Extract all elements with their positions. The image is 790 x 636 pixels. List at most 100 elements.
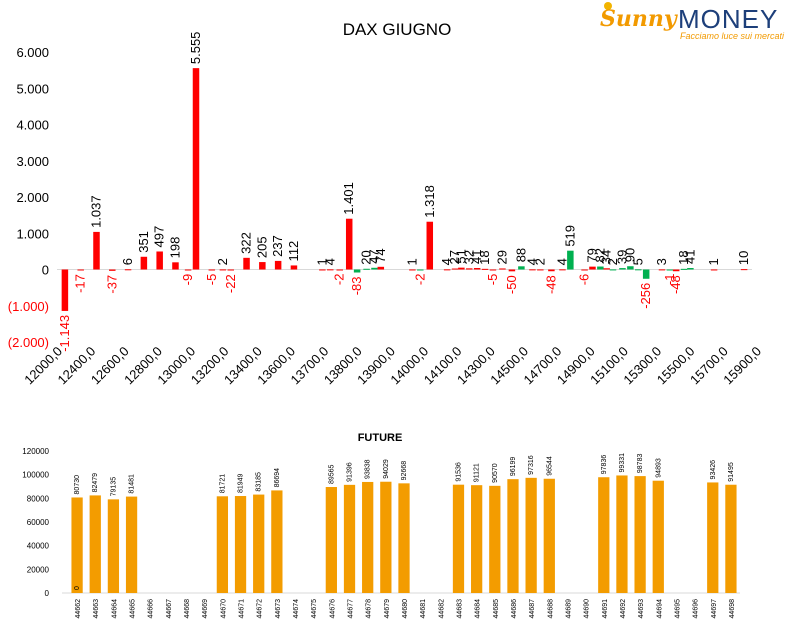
- y-tick-label: 2.000: [16, 190, 49, 205]
- data-label: 322: [239, 232, 254, 254]
- data-label: 5.555: [188, 32, 203, 65]
- bar: [466, 268, 473, 270]
- x-tick-label: 44683: [456, 599, 463, 619]
- bar: [343, 484, 356, 593]
- x-tick-label: 44676: [329, 599, 336, 619]
- bar: [740, 269, 748, 271]
- x-tick-label: 44673: [275, 599, 282, 619]
- data-label: -48: [668, 275, 683, 294]
- x-tick-label: 44662: [75, 599, 82, 619]
- data-label: 86694: [274, 468, 281, 488]
- bar: [489, 485, 501, 593]
- data-label: 79: [584, 248, 599, 262]
- bar: [537, 269, 544, 271]
- data-label: 32: [461, 250, 476, 264]
- data-label: -1: [662, 274, 677, 286]
- data-label: 198: [167, 237, 182, 259]
- y-tick-label: 4.000: [16, 118, 49, 133]
- x-tick-label: 44689: [565, 599, 572, 619]
- y-tick-label: 3.000: [16, 154, 49, 169]
- bar: [548, 269, 555, 272]
- bar: [227, 269, 234, 271]
- bar: [398, 483, 410, 593]
- x-tick-label: 44679: [384, 599, 391, 619]
- data-label: 5: [630, 258, 645, 265]
- bar: [172, 262, 179, 270]
- bar: [125, 496, 138, 593]
- bar: [93, 231, 100, 270]
- data-label: 98783: [637, 454, 644, 474]
- data-label: 351: [136, 231, 151, 253]
- y-tick-label: 5.000: [16, 81, 49, 96]
- data-label: -48: [543, 275, 558, 294]
- bar: [363, 268, 370, 270]
- sun-icon: [604, 2, 612, 10]
- data-label: 4: [554, 258, 569, 265]
- data-label: 83185: [256, 472, 263, 492]
- data-label: 51: [453, 249, 468, 263]
- data-label: 89565: [328, 464, 335, 484]
- bar: [481, 268, 489, 270]
- data-label: 1: [404, 258, 419, 265]
- data-label: 91536: [455, 462, 462, 482]
- bar: [219, 269, 227, 271]
- logo-brand-sunny: Sunny: [600, 6, 677, 32]
- bar: [216, 496, 229, 593]
- bar: [409, 269, 416, 271]
- bar: [156, 251, 163, 270]
- data-label: 47: [366, 249, 381, 263]
- x-tick-label: 44691: [602, 599, 609, 619]
- x-tick-label: 44670: [220, 599, 227, 619]
- bar: [345, 218, 353, 270]
- data-label: 2: [215, 258, 230, 265]
- bar: [525, 477, 537, 593]
- bar: [243, 257, 250, 270]
- bar: [598, 477, 610, 593]
- bar: [451, 268, 459, 270]
- data-label: -6: [577, 274, 592, 286]
- y-tick-label: 120000: [22, 447, 49, 456]
- bar: [603, 268, 610, 270]
- bar: [489, 269, 497, 271]
- data-label: 91495: [728, 462, 735, 482]
- bar: [680, 268, 688, 270]
- bar: [458, 267, 465, 270]
- sunny-money-logo: Sunny MONEY Facciamo luce sui mercati: [600, 2, 784, 44]
- data-label: 82: [592, 248, 607, 262]
- data-label: 41: [682, 250, 697, 264]
- bar: [452, 484, 465, 593]
- bar: [325, 487, 337, 593]
- data-label: 3: [654, 258, 669, 265]
- data-label: -83: [349, 277, 364, 296]
- bar: [508, 269, 516, 272]
- data-label: 81949: [238, 473, 245, 493]
- data-label: 497: [152, 226, 167, 248]
- y-tick-label: 0: [42, 263, 49, 278]
- data-label: 93838: [365, 459, 372, 479]
- data-label: -2: [412, 274, 427, 286]
- data-label: 88: [513, 248, 528, 262]
- data-label: 1.401: [341, 182, 356, 215]
- bar: [471, 485, 483, 593]
- bar: [124, 269, 132, 271]
- data-label: 96199: [510, 457, 517, 477]
- data-label: 34: [599, 250, 614, 264]
- y-tick-label: 6.000: [16, 45, 49, 60]
- bar: [426, 221, 434, 270]
- x-tick-label: 44696: [693, 599, 700, 619]
- x-tick-label: 44688: [547, 599, 554, 619]
- bar: [567, 250, 574, 270]
- bar: [417, 269, 424, 271]
- data-label: 4: [524, 258, 539, 265]
- data-label: -22: [223, 274, 238, 293]
- data-label: 519: [562, 225, 577, 247]
- x-tick-label: 44669: [202, 599, 209, 619]
- x-tick-label: 44672: [257, 599, 264, 619]
- y-tick-label: (1.000): [8, 299, 49, 314]
- data-label: 94029: [383, 459, 390, 479]
- data-label: 39: [614, 250, 629, 264]
- bar: [107, 499, 120, 593]
- data-label: -1.143: [57, 315, 72, 352]
- bar: [140, 256, 148, 270]
- bar: [518, 266, 525, 270]
